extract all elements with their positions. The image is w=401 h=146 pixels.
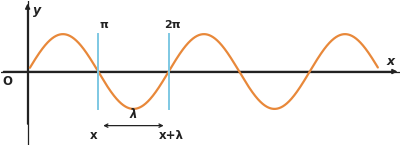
- Text: x+λ: x+λ: [158, 129, 183, 142]
- Text: x: x: [90, 129, 97, 142]
- Text: y: y: [33, 4, 41, 16]
- Text: λ: λ: [130, 108, 137, 121]
- Text: x: x: [387, 55, 395, 68]
- Text: 2π: 2π: [164, 20, 181, 30]
- Text: π: π: [100, 20, 109, 30]
- Text: O: O: [2, 75, 12, 88]
